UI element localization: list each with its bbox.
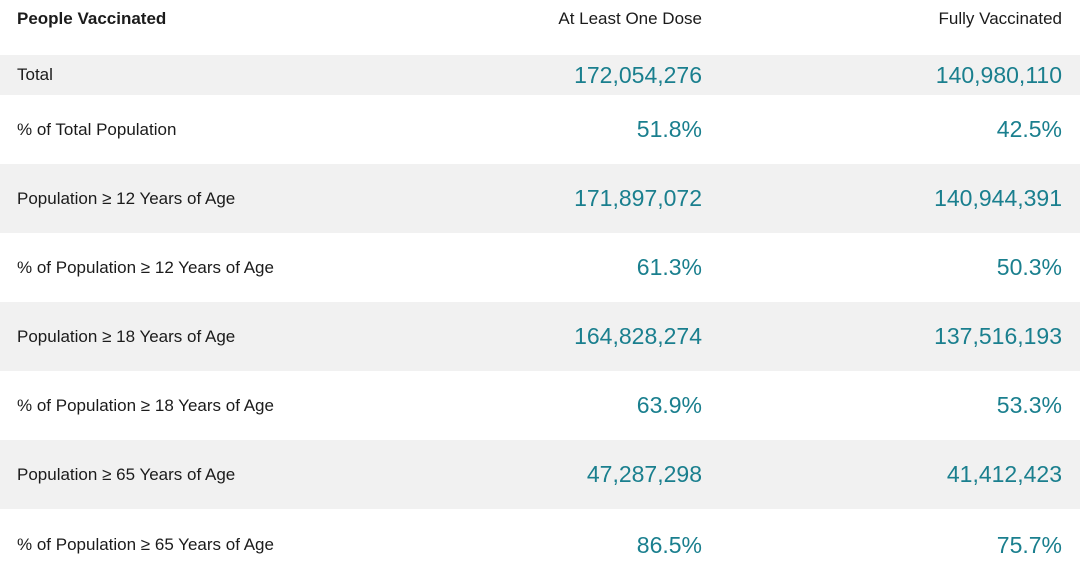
one-dose-value: 172,054,276 [574, 61, 702, 88]
table-header-row: People Vaccinated At Least One Dose Full… [0, 0, 1080, 38]
table-row: % of Population ≥ 65 Years of Age 86.5% … [0, 509, 1080, 581]
table-row: Population ≥ 12 Years of Age 171,897,072… [0, 164, 1080, 233]
row-label: % of Total Population [17, 119, 177, 139]
fully-vaccinated-value: 75.7% [996, 531, 1062, 558]
fully-vaccinated-value: 140,944,391 [934, 185, 1062, 211]
fully-vaccinated-value: 137,516,193 [934, 323, 1062, 349]
row-label: % of Population ≥ 65 Years of Age [17, 535, 274, 554]
one-dose-value: 63.9% [636, 392, 702, 418]
fully-vaccinated-value: 50.3% [996, 254, 1062, 280]
row-label: Population ≥ 65 Years of Age [17, 464, 236, 484]
fully-vaccinated-value: 42.5% [996, 116, 1062, 142]
row-label: Total [17, 65, 53, 84]
row-label: Population ≥ 12 Years of Age [17, 188, 236, 208]
table-row: Population ≥ 65 Years of Age 47,287,298 … [0, 440, 1080, 509]
table-row: Population ≥ 18 Years of Age 164,828,274… [0, 302, 1080, 371]
fully-vaccinated-value: 140,980,110 [935, 61, 1062, 88]
one-dose-value: 61.3% [636, 254, 702, 280]
table-row: % of Population ≥ 18 Years of Age 63.9% … [0, 371, 1080, 440]
fully-vaccinated-value: 53.3% [996, 392, 1062, 418]
row-label: % of Population ≥ 12 Years of Age [17, 257, 274, 277]
table-row: Total 172,054,276 140,980,110 [0, 55, 1080, 95]
one-dose-value: 171,897,072 [574, 185, 702, 211]
one-dose-value: 51.8% [636, 116, 702, 142]
row-label: % of Population ≥ 18 Years of Age [17, 395, 274, 415]
one-dose-value: 86.5% [636, 531, 702, 558]
header-at-least-one-dose: At Least One Dose [558, 9, 702, 28]
one-dose-value: 164,828,274 [574, 323, 702, 349]
one-dose-value: 47,287,298 [586, 461, 702, 487]
table-row: % of Total Population 51.8% 42.5% [0, 95, 1080, 164]
table-row: % of Population ≥ 12 Years of Age 61.3% … [0, 233, 1080, 302]
fully-vaccinated-value: 41,412,423 [946, 461, 1062, 487]
header-people-vaccinated: People Vaccinated [17, 9, 167, 28]
row-label: Population ≥ 18 Years of Age [17, 326, 236, 346]
header-fully-vaccinated: Fully Vaccinated [938, 9, 1062, 28]
